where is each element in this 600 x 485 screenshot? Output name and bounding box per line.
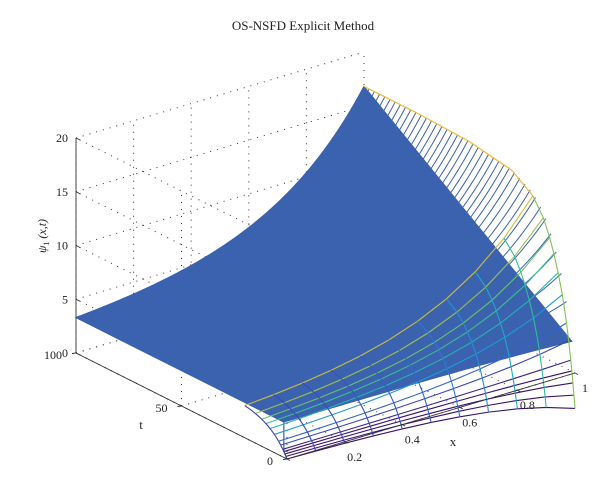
surface-row [216,164,505,389]
z-tick-label: 0 [62,346,68,360]
mesh-ridge [363,85,534,197]
surface-row [283,340,572,423]
surface-row [91,93,381,326]
t-tick-mark [71,352,77,354]
z-tick-label: 5 [62,292,68,306]
x-axis-line [286,372,576,460]
surface-row [153,126,443,358]
surface-row [200,153,490,381]
grid-line [75,51,365,139]
x-tick-label: 1 [582,381,588,395]
surface-row [112,104,401,337]
surface-row [179,140,469,371]
x-axis-tick-labels: 0.2 0.4 0.6 0.8 1 [347,381,588,464]
chart-title: OS-NSFD Explicit Method [232,18,375,33]
surface-row [252,206,542,407]
t-axis-label: t [139,417,143,432]
surface-row [195,150,484,379]
z-axis-tick-labels: 0 5 10 15 20 [56,131,68,360]
t-tick-label: 100 [44,348,62,362]
mesh-column [359,355,403,430]
surface-row [231,178,521,397]
surface-row [75,86,365,318]
surface-layer [74,85,573,460]
x-tick-mark [459,406,464,410]
mesh-column [330,369,374,437]
mesh-column [532,195,576,409]
surface-row [158,129,448,360]
mesh-column [244,405,288,460]
surface-row [138,117,427,350]
mesh-column [503,237,547,408]
x-axis-label: x [450,434,457,449]
surface-row [132,115,422,347]
surface-row [190,147,479,376]
surface-row [226,172,516,394]
surface-row [169,134,458,365]
mesh-layer [244,85,576,460]
t-tick-mark [177,405,182,407]
mesh-column [302,382,346,444]
z-tick-mark [75,245,81,248]
surface-row [174,137,464,368]
z-tick-label: 20 [56,131,68,145]
z-tick-label: 15 [56,185,68,199]
surface-row [101,99,391,332]
t-tick-mark [282,458,288,460]
x-tick-label: 0.8 [520,398,535,412]
x-tick-label: 0.6 [462,415,477,429]
surface-row [164,131,453,363]
surface-row [96,96,386,329]
grid-line [75,245,288,352]
mesh-column [388,339,432,423]
x-tick-mark [574,372,579,375]
x-tick-label: 0.2 [347,450,362,464]
grid-line [75,191,288,299]
surface-row [117,107,407,339]
x-tick-label: 0.4 [405,433,420,447]
x-tick-mark [517,389,521,393]
x-tick-mark [344,441,348,444]
surface-row [205,157,495,384]
surface-row [81,88,370,321]
t-tick-label: 50 [156,401,168,415]
surface-row [106,101,396,334]
surface-row [122,109,412,342]
mesh-column [273,394,317,452]
t-tick-label: 0 [267,454,273,468]
mesh-column [474,271,518,409]
surface-row [278,301,567,420]
surface-row [236,183,526,399]
grid-line [75,137,288,245]
z-axis-label: ψ1 (x,t) [35,219,51,253]
surface-row [127,112,417,345]
z-tick-mark [75,298,81,302]
surface-row [257,218,547,410]
surface-row [268,251,557,415]
surface-row [242,189,531,402]
mesh-column [445,298,490,413]
x-tick-mark [401,424,406,427]
surface-row [210,160,500,386]
surface-row [221,167,510,392]
z-tick-mark [75,137,81,141]
mesh-column [417,320,461,417]
z-tick-mark [75,352,81,356]
z-tick-mark [75,191,81,195]
t-axis-tick-labels: 0 50 100 [44,348,273,468]
surface-row [184,143,474,373]
axis-layer [71,137,579,461]
surface-row [148,123,438,355]
surface-row [262,233,552,412]
z-tick-label: 10 [56,239,68,253]
x-tick-mark [286,458,291,461]
surface-row [86,91,375,324]
surface-row [143,120,432,352]
